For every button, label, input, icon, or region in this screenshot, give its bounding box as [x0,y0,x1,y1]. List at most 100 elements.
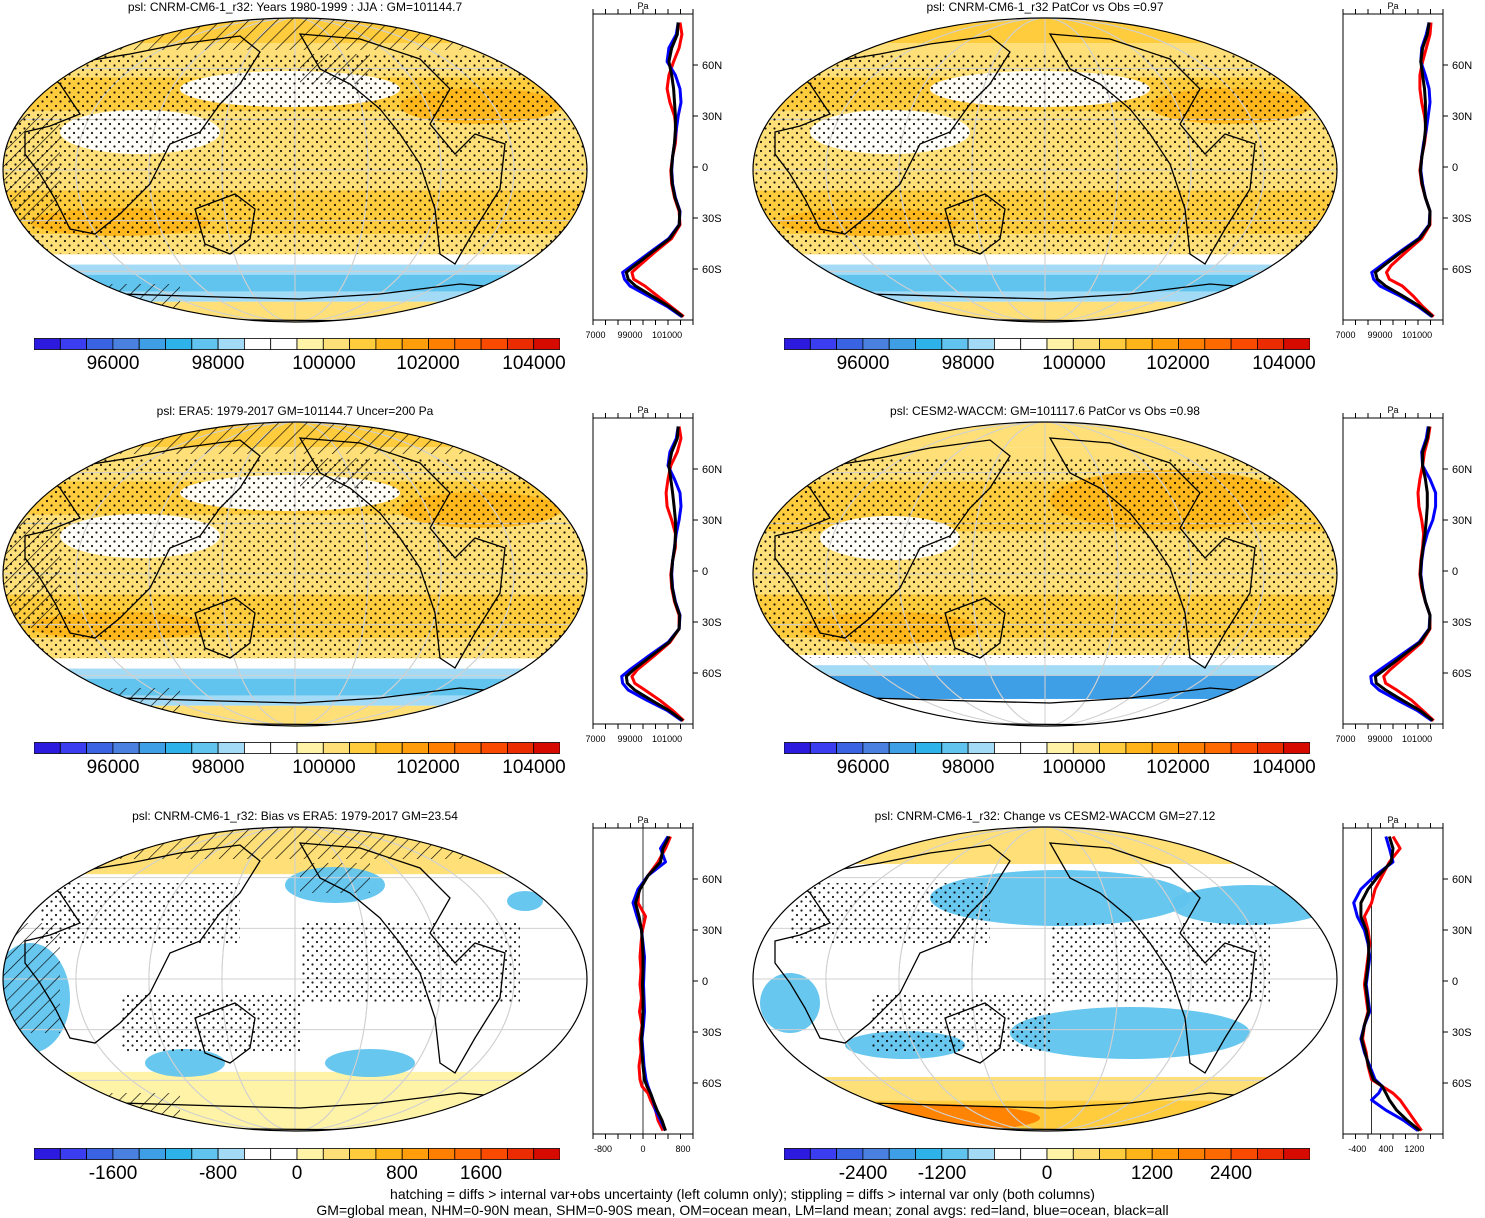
colorbar-label: 100000 [1042,353,1106,374]
colorbar-swatch [1020,1148,1048,1160]
colorbar-swatch [375,338,403,350]
colorbar-5 [34,1148,560,1160]
colorbar-label: 0 [1041,1163,1053,1184]
colorbar-swatch [322,742,350,754]
colorbar-swatch [967,742,995,754]
field-anomaly [507,891,543,911]
colorbar-swatch [836,742,864,754]
colorbar-swatch [1230,742,1258,754]
colorbar-4 [784,742,1310,754]
colorbar-swatch [34,742,61,754]
colorbar-swatch [862,338,890,350]
colorbar-swatch [1204,338,1232,350]
colorbar-swatch [1178,338,1206,350]
footnote-line-2: GM=global mean, NHM=0-90N mean, SHM=0-90… [316,1202,1169,1218]
colorbar-swatch [1178,1148,1206,1160]
field-anomaly [145,1049,225,1077]
y-tick-label: 60S [1452,264,1472,276]
hatching [3,827,587,859]
zonal-line-all [1373,22,1434,318]
colorbar-swatch [1046,742,1074,754]
map-field [753,422,1337,726]
y-tick-label: 30N [1452,515,1472,527]
colorbar-label: -2400 [838,1163,888,1184]
y-tick-label: 30N [702,111,722,123]
y-tick-label: 0 [702,162,708,174]
colorbar-label: 98000 [941,353,995,374]
colorbar-swatch [270,1148,298,1160]
colorbar-label: -1600 [88,1163,138,1184]
colorbar-swatch [138,742,166,754]
map-panel-1 [2,17,588,323]
y-tick-label: 30N [1452,111,1472,123]
colorbar-swatch [888,742,916,754]
colorbar-swatch [401,338,429,350]
colorbar-swatch [809,742,837,754]
plot-frame [1342,827,1444,1135]
zonal-unit-label: Pa [637,815,648,825]
colorbar-swatch [1020,338,1048,350]
zonal-line-all [624,22,684,318]
colorbar-swatch [217,742,245,754]
y-tick-label: 60N [1452,60,1472,72]
colorbar-swatch [1256,338,1285,350]
colorbar-label: 96000 [836,353,890,374]
colorbar-label: 100000 [292,353,356,374]
colorbar-swatch [428,338,456,350]
colorbar-swatch [165,1148,193,1160]
colorbar-swatch [1230,1148,1258,1160]
colorbar-swatch [34,1148,61,1160]
map-panel-6 [752,826,1338,1132]
y-tick-label: 0 [1452,162,1458,174]
zonal-unit-label: Pa [1387,815,1398,825]
field-anomaly [1170,885,1330,925]
stippling [3,458,587,658]
colorbar-swatch [1204,1148,1232,1160]
colorbar-swatch [112,338,140,350]
colorbar-swatch [428,742,456,754]
colorbar-swatch [836,338,864,350]
colorbar-swatch [1125,338,1153,350]
x-tick-label: 0 [640,1144,645,1154]
colorbar-swatch [1283,1148,1310,1160]
y-tick-label: 60S [702,1078,722,1090]
colorbar-swatch [809,338,837,350]
colorbar-swatch [1283,742,1310,754]
map-border [2,421,588,727]
hatching [3,114,60,224]
colorbar-swatch [1072,1148,1100,1160]
colorbar-swatch [191,338,219,350]
stippling [1050,923,1270,1003]
x-tick-label: 97000 [1335,734,1356,744]
colorbar-swatch [480,338,508,350]
colorbar-label: 1600 [459,1163,503,1184]
colorbar-swatch [243,742,272,754]
colorbar-label: 100000 [292,757,356,778]
y-tick-label: 30N [1452,925,1472,937]
zonal-line-all [634,835,671,1132]
x-tick-label: 97000 [1335,330,1356,340]
colorbar-label: 0 [291,1163,303,1184]
y-tick-label: 30S [702,213,722,225]
map-border [752,826,1338,1132]
hatching [3,923,60,1033]
x-tick-label: -800 [594,1144,612,1154]
colorbar-label: 102000 [1146,353,1210,374]
x-tick-label: 99000 [1368,734,1393,744]
colorbar-label: 2400 [1209,1163,1253,1184]
map-field [3,422,587,726]
x-tick-label: 97000 [585,734,606,744]
colorbar-swatch [809,1148,837,1160]
panel-title-3: psl: ERA5: 1979-2017 GM=101144.7 Uncer=2… [156,404,434,418]
colorbar-swatch [1020,742,1048,754]
colorbar-swatch [784,742,811,754]
colorbar-swatch [1099,1148,1127,1160]
hatching [300,458,370,488]
colorbar-swatch [941,1148,969,1160]
colorbar-swatch [454,1148,482,1160]
x-tick-label: 97000 [585,330,606,340]
x-tick-label: 1200 [1404,1144,1424,1154]
colorbar-3 [34,742,560,754]
colorbar-swatch [915,338,943,350]
y-tick-label: 30N [702,515,722,527]
